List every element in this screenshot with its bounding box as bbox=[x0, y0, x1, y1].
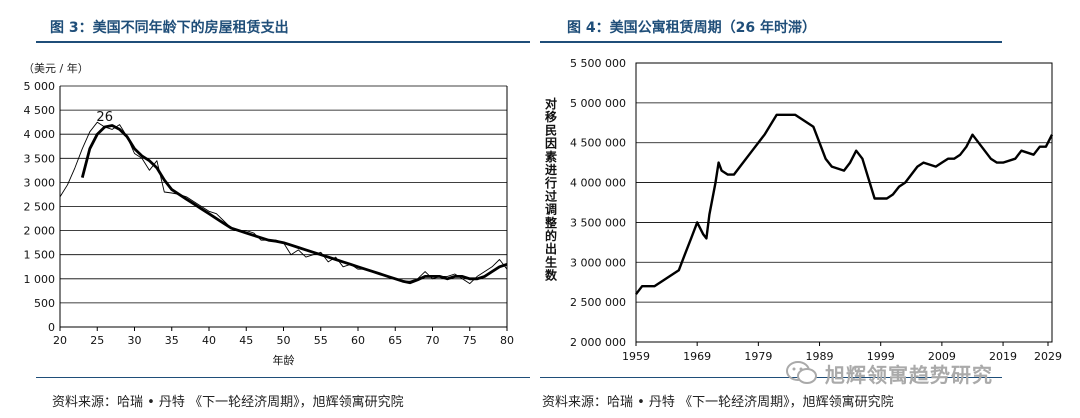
y-tick-label: 1 500 bbox=[24, 249, 56, 262]
x-tick-label: 60 bbox=[351, 334, 365, 347]
title-rule-left bbox=[36, 41, 530, 43]
x-tick-label: 1959 bbox=[622, 350, 650, 363]
y-tick-label: 3 500 bbox=[24, 152, 56, 165]
x-tick-label: 2029 bbox=[1034, 350, 1062, 363]
x-tick-label: 25 bbox=[90, 334, 104, 347]
y-tick-label: 1 000 bbox=[24, 273, 56, 286]
x-tick-label: 30 bbox=[128, 334, 142, 347]
x-tick-label: 55 bbox=[314, 334, 328, 347]
x-tick-label: 65 bbox=[388, 334, 402, 347]
y-axis-label-char: 民 bbox=[545, 123, 557, 137]
y-axis-label-char: 行 bbox=[544, 175, 557, 190]
y-tick-label: 2 500 bbox=[24, 201, 56, 214]
y-tick-label: 500 bbox=[34, 297, 55, 310]
watermark: 旭辉领寓趋势研究 bbox=[785, 355, 993, 391]
x-tick-label: 40 bbox=[202, 334, 216, 347]
y-axis-label-char: 素 bbox=[545, 149, 557, 164]
x-tick-label: 1969 bbox=[683, 350, 711, 363]
chart-title-fig4: 图 4：美国公寓租赁周期（26 年时滞） bbox=[567, 20, 816, 36]
y-tick-label: 3 000 bbox=[24, 176, 56, 189]
x-tick-label: 1979 bbox=[744, 350, 772, 363]
x-tick-label: 35 bbox=[165, 334, 179, 347]
source-note-left: 资料来源：哈瑞 • 丹特 《下一轮经济周期》，旭辉领寓研究院 bbox=[52, 395, 404, 410]
y-tick-label: 4 000 000 bbox=[570, 177, 626, 190]
y-tick-label: 4 500 bbox=[24, 104, 56, 117]
y-tick-label: 0 bbox=[48, 321, 55, 334]
x-tick-label: 80 bbox=[500, 334, 514, 347]
plot-border bbox=[635, 62, 1053, 343]
y-axis-label-char: 数 bbox=[545, 268, 558, 283]
watermark-text: 旭辉领寓趋势研究 bbox=[825, 362, 993, 387]
source-note-right: 资料来源：哈瑞 • 丹特 《下一轮经济周期》，旭辉领寓研究院 bbox=[542, 395, 894, 410]
right-chart-panel: 图 4：美国公寓租赁周期（26 年时滞） 对移民因素进行过调整的出生数 2 000… bbox=[540, 0, 1080, 418]
left-chart-panel: 图 3：美国不同年龄下的房屋租赁支出 （美元 / 年） 0 500 1 000 1 50… bbox=[23, 20, 530, 410]
x-axis-label: 年龄 bbox=[273, 353, 295, 367]
y-tick-label: 2 000 bbox=[24, 225, 56, 238]
y-tick-label: 2 000 000 bbox=[570, 336, 626, 349]
series-line-smoothed bbox=[80, 124, 508, 285]
x-tick-label: 70 bbox=[426, 334, 440, 347]
wechat-icon bbox=[786, 361, 817, 384]
chart-title-fig3: 图 3：美国不同年龄下的房屋租赁支出 bbox=[50, 20, 289, 36]
y-axis-label-char: 生 bbox=[545, 254, 557, 269]
y-tick-label: 5 000 bbox=[24, 80, 56, 93]
x-tick-label: 45 bbox=[239, 334, 253, 347]
x-tick-label: 1989 bbox=[806, 350, 834, 363]
y-axis-label-char: 的 bbox=[545, 228, 557, 243]
y-axis-label-char: 因 bbox=[545, 136, 557, 151]
y-tick-label: 2 500 000 bbox=[570, 296, 626, 309]
y-tick-label: 5 000 000 bbox=[570, 97, 626, 110]
x-tick-label: 2009 bbox=[928, 350, 956, 363]
source-rule-right bbox=[540, 377, 1002, 378]
source-rule-left bbox=[36, 377, 530, 378]
y-tick-label: 5 500 000 bbox=[570, 57, 626, 70]
y-axis-label: （美元 / 年） bbox=[23, 61, 89, 75]
x-tick-label: 2019 bbox=[989, 350, 1017, 363]
series-line bbox=[635, 113, 1054, 295]
y-axis-label-char: 整 bbox=[544, 215, 557, 230]
y-axis-label-char: 对 bbox=[545, 96, 557, 111]
title-rule-right bbox=[540, 41, 1002, 43]
y-axis-label-char: 移 bbox=[545, 109, 557, 124]
y-tick-label: 4 000 bbox=[24, 128, 56, 141]
chart-fig3: （美元 / 年） 0 500 1 000 1 500 2 000 2 500 3 000 3 5… bbox=[23, 61, 514, 367]
x-tick-label: 1999 bbox=[867, 350, 895, 363]
x-tick-label: 50 bbox=[277, 334, 291, 347]
y-tick-label: 3 500 000 bbox=[570, 216, 626, 229]
y-axis-label-char: 进 bbox=[545, 162, 557, 177]
y-axis-label-char: 调 bbox=[545, 203, 557, 217]
y-axis-label-char: 出 bbox=[545, 241, 557, 256]
y-tick-label: 4 500 000 bbox=[570, 137, 626, 150]
y-tick-label: 3 000 000 bbox=[570, 256, 626, 269]
series-line-raw bbox=[59, 121, 508, 285]
x-tick-label: 20 bbox=[53, 334, 67, 347]
x-tick-label: 75 bbox=[463, 334, 477, 347]
annotation-label: 26 bbox=[96, 110, 113, 125]
y-axis-label-char: 过 bbox=[545, 188, 557, 203]
